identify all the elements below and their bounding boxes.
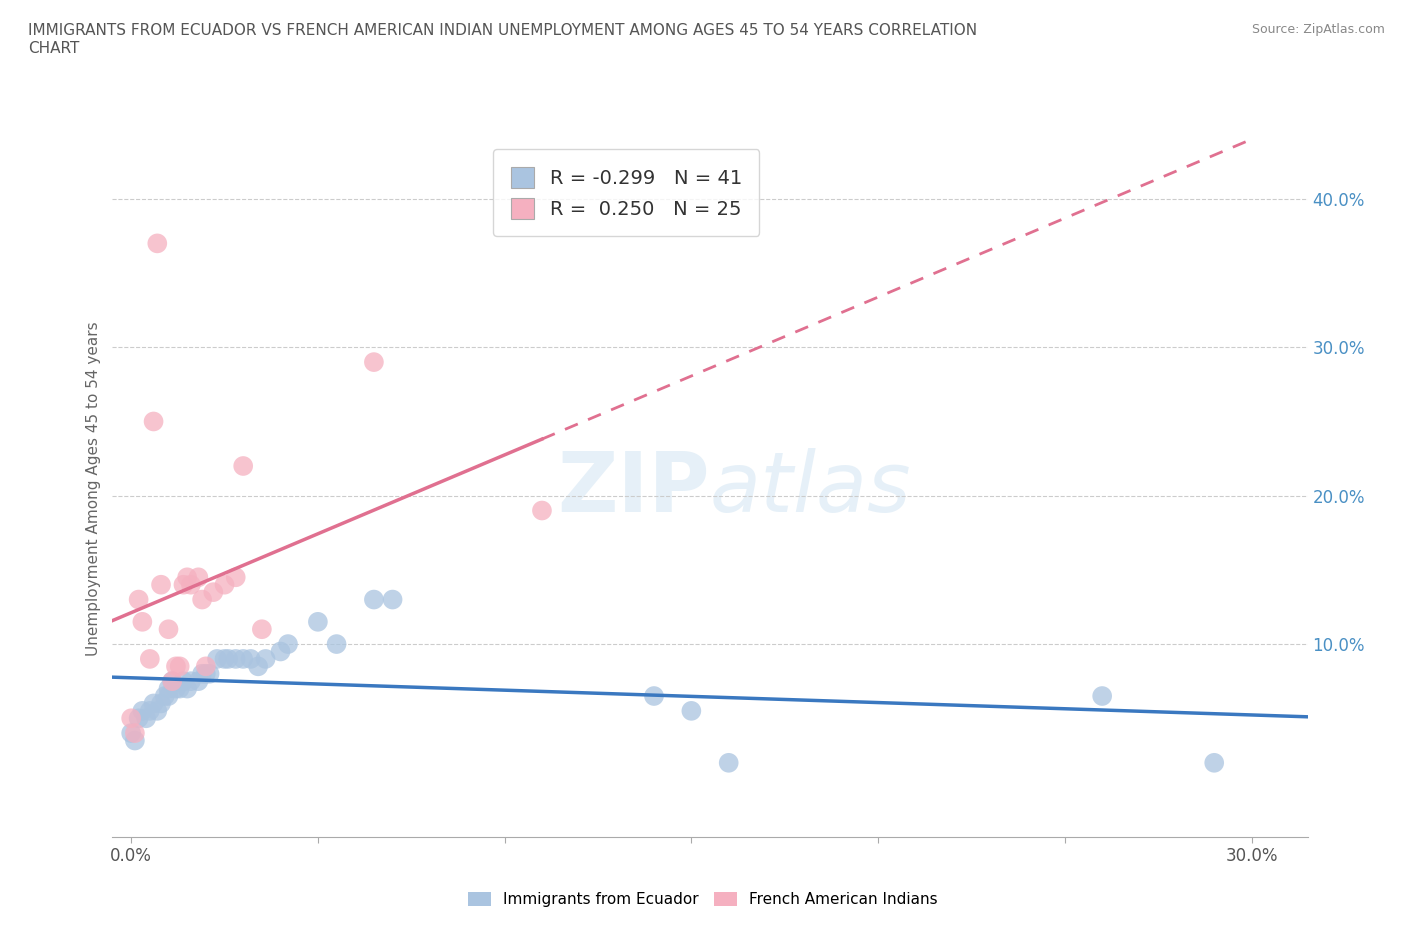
Text: Source: ZipAtlas.com: Source: ZipAtlas.com [1251, 23, 1385, 36]
Point [225, 652, 247, 667]
Point [157, 681, 180, 696]
Point [172, 578, 194, 592]
Point [232, 458, 254, 473]
Point [146, 236, 169, 251]
Point [1204, 755, 1226, 770]
Point [198, 666, 221, 681]
Point [205, 652, 228, 667]
Point [124, 725, 146, 740]
Point [176, 570, 198, 585]
Point [128, 711, 150, 725]
Point [162, 673, 183, 688]
Point [139, 652, 162, 667]
Text: ZIP: ZIP [558, 447, 710, 529]
Point [202, 585, 225, 600]
Point [172, 673, 194, 688]
Point [157, 622, 180, 637]
Point [363, 354, 385, 369]
Point [187, 570, 209, 585]
Text: atlas: atlas [710, 447, 911, 529]
Point [239, 652, 262, 667]
Point [1091, 688, 1114, 703]
Legend: Immigrants from Ecuador, French American Indians: Immigrants from Ecuador, French American… [463, 885, 943, 913]
Point [643, 688, 665, 703]
Point [139, 703, 162, 718]
Point [232, 652, 254, 667]
Point [165, 658, 187, 673]
Point [180, 578, 202, 592]
Point [214, 652, 236, 667]
Point [381, 592, 404, 607]
Point [128, 592, 150, 607]
Point [194, 666, 217, 681]
Point [363, 592, 385, 607]
Point [247, 658, 270, 673]
Point [131, 615, 153, 630]
Point [120, 711, 142, 725]
Point [187, 673, 209, 688]
Point [142, 696, 165, 711]
Point [254, 652, 277, 667]
Text: IMMIGRANTS FROM ECUADOR VS FRENCH AMERICAN INDIAN UNEMPLOYMENT AMONG AGES 45 TO : IMMIGRANTS FROM ECUADOR VS FRENCH AMERIC… [28, 23, 977, 56]
Point [124, 733, 146, 748]
Point [717, 755, 740, 770]
Point [150, 578, 173, 592]
Point [120, 725, 142, 740]
Point [180, 673, 202, 688]
Y-axis label: Unemployment Among Ages 45 to 54 years: Unemployment Among Ages 45 to 54 years [86, 321, 101, 656]
Point [270, 644, 292, 659]
Point [142, 414, 165, 429]
Point [191, 592, 214, 607]
Point [277, 637, 299, 652]
Legend: R = -0.299   N = 41, R =  0.250   N = 25: R = -0.299 N = 41, R = 0.250 N = 25 [494, 149, 759, 236]
Point [169, 681, 191, 696]
Point [191, 666, 214, 681]
Point [217, 652, 239, 667]
Point [153, 688, 176, 703]
Point [225, 570, 247, 585]
Point [162, 673, 183, 688]
Point [307, 615, 329, 630]
Point [325, 637, 347, 652]
Point [146, 703, 169, 718]
Point [131, 703, 153, 718]
Point [150, 696, 173, 711]
Point [194, 658, 217, 673]
Point [530, 503, 553, 518]
Point [165, 681, 187, 696]
Point [169, 658, 191, 673]
Point [681, 703, 703, 718]
Point [214, 578, 236, 592]
Point [135, 711, 157, 725]
Point [157, 688, 180, 703]
Point [250, 622, 273, 637]
Point [176, 681, 198, 696]
